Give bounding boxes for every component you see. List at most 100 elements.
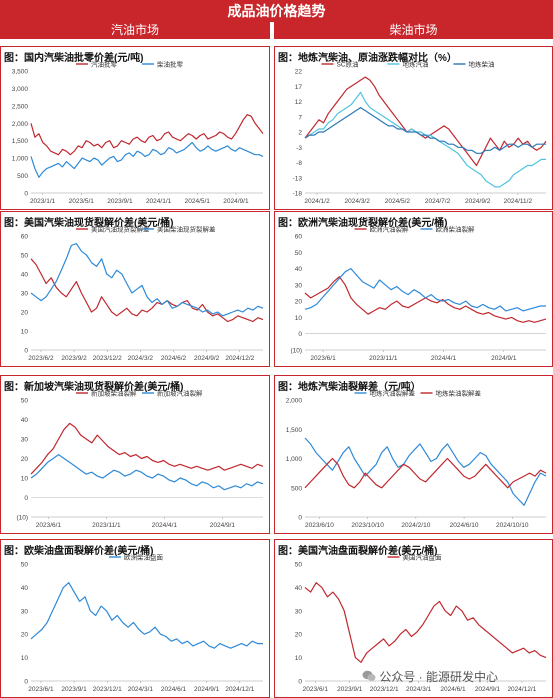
series-line	[30, 453, 264, 491]
legend-label: SC原油	[337, 60, 359, 69]
series-line	[304, 76, 547, 167]
chart-domestic-wholesale-retail: 0 500 1,000 1,500 2,000 2,500 3,000 3,500 2023/1…	[12, 60, 264, 205]
y-tick-label: 1,000	[286, 456, 303, 463]
x-tick-label: 2024/9/2	[465, 198, 491, 205]
y-tick-label: -8	[296, 160, 302, 167]
y-tick-label: 10	[295, 655, 303, 662]
watermark: 公众号 · 能源研发中心	[362, 668, 498, 685]
x-tick-label: 2024/4/1	[152, 522, 178, 529]
series-line	[304, 91, 546, 188]
y-tick-label: 0	[24, 191, 28, 198]
legend-label: 地炼柴油裂解差	[436, 389, 482, 398]
y-tick-label: 7	[298, 114, 302, 121]
series-line	[30, 582, 263, 649]
legend-label: 地炼汽油裂解差	[370, 389, 416, 398]
chart-europe-diesel-futures-crack: 0 10 20 30 40 50 2023/6/1 2023/9/1 2023/12/1 2024…	[21, 553, 263, 693]
legend-label: 汽油批零	[91, 60, 118, 69]
series-line	[304, 276, 547, 323]
x-tick-label: 2023/5/1	[69, 198, 95, 205]
y-tick-label: (10)	[290, 348, 302, 355]
x-tick-label: 2024/3/1	[128, 686, 154, 693]
x-tick-label: 2024/9/1	[210, 522, 236, 529]
legend-label: 柴油批零	[157, 60, 184, 69]
wechat-icon	[362, 670, 376, 681]
chart-price-change-comparison: -18 -13 -8 -3 2 7 12 17 22 2024/1/2 2024/3/2 2024/5…	[293, 60, 547, 205]
chart-panel-singapore-spot-crack: 图：新加坡汽柴油现货裂解价差(美元/桶) (10) 0 10 20 30 40 50 2023…	[0, 375, 270, 534]
y-tick-label: 50	[21, 253, 29, 260]
chart-title: 图：地炼汽柴油裂解差（元/吨）	[278, 382, 421, 393]
y-tick-label: 60	[295, 234, 303, 241]
x-tick-label: 2024/1/1	[146, 198, 172, 205]
y-tick-label: 20	[295, 299, 303, 306]
y-tick-label: -13	[293, 175, 303, 182]
chart-panel-europe-diesel-futures-crack: 图：欧柴油盘面裂解价差(美元/桶) 0 10 20 30 40 50 2023/6/1 202…	[0, 539, 270, 698]
chart-title: 图：美国汽油盘面裂解价差(美元/桶)	[278, 546, 438, 557]
y-tick-label: 30	[295, 282, 303, 289]
x-tick-label: 2024/9/2	[194, 355, 220, 362]
x-tick-label: 2023/6/1	[303, 686, 329, 693]
series-line	[304, 457, 547, 489]
y-tick-label: 40	[295, 585, 303, 592]
chart-panel-price-change-comparison: 图：地炼汽柴油、原油涨跌幅对比（%） -18 -13 -8 -3 2 7 12 17 22 202…	[274, 46, 553, 210]
x-tick-label: 2024/7/2	[425, 198, 451, 205]
x-tick-label: 2023/10/10	[351, 522, 384, 529]
y-tick-label: 20	[295, 632, 303, 639]
y-tick-label: 20	[21, 310, 29, 317]
page-title: 成品油价格趋势	[0, 0, 553, 22]
y-tick-label: 1,500	[12, 138, 29, 145]
x-tick-label: 2023/11/1	[369, 355, 398, 362]
y-tick-label: 3,000	[12, 86, 29, 93]
x-tick-label: 2024/3/1	[406, 686, 432, 693]
x-tick-label: 2024/5/2	[385, 198, 411, 205]
y-tick-label: 40	[21, 417, 29, 424]
diesel-section-header: 柴油市场	[274, 22, 553, 39]
x-tick-label: 2024/6/10	[450, 522, 479, 529]
y-tick-label: 30	[295, 608, 303, 615]
y-tick-label: 0	[24, 679, 28, 686]
x-tick-label: 2023/12/1	[370, 686, 399, 693]
legend-label: 美国柴油现货裂解差	[157, 225, 216, 234]
x-tick-label: 2023/9/1	[107, 198, 133, 205]
y-tick-label: 10	[295, 315, 303, 322]
y-tick-label: 10	[21, 476, 29, 483]
chart-singapore-spot-crack: (10) 0 10 20 30 40 50 2023/6/1 2023/11/1 2024/4/1…	[16, 389, 264, 529]
x-tick-label: 2024/2/10	[401, 522, 430, 529]
x-tick-label: 2023/6/1	[310, 355, 336, 362]
x-tick-label: 2023/12/1	[93, 686, 122, 693]
y-tick-label: 20	[21, 456, 29, 463]
x-tick-label: 2024/12/2	[225, 355, 254, 362]
x-tick-label: 2024/6/1	[161, 686, 187, 693]
y-tick-label: 0	[24, 348, 28, 355]
legend-label: 美国汽油盘面	[403, 553, 443, 562]
y-tick-label: 50	[295, 250, 303, 257]
y-tick-label: 1,500	[286, 427, 303, 434]
y-tick-label: 3,500	[12, 69, 29, 76]
legend-label: 地炼汽油	[403, 60, 429, 69]
legend-label: 欧洲汽油裂解	[370, 225, 410, 234]
y-tick-label: 50	[21, 562, 29, 569]
y-tick-label: 2	[298, 130, 302, 137]
legend-label: 美国汽油现货裂解差	[91, 225, 150, 234]
legend-label: 欧洲柴油盘面	[124, 553, 164, 562]
series-line	[30, 243, 264, 317]
y-tick-label: -3	[296, 145, 302, 152]
x-tick-label: 2023/9/2	[61, 355, 87, 362]
chart-panel-us-spot-crack: 图：美国汽柴油现货裂解价差(美元/桶) 0 10 20 30 40 50 60 2023/6/…	[0, 211, 270, 367]
chart-panel-local-refinery-crack: 图：地炼汽柴油裂解差（元/吨） 0 500 1,000 1,500 2,000 2023/…	[274, 375, 553, 534]
y-tick-label: 500	[291, 485, 302, 492]
x-tick-label: 2024/12/1	[507, 686, 536, 693]
x-tick-label: 2024/9/1	[194, 686, 220, 693]
y-tick-label: 40	[295, 266, 303, 273]
x-tick-label: 2024/11/2	[504, 198, 533, 205]
y-tick-label: 10	[21, 655, 29, 662]
series-line	[304, 267, 546, 312]
y-tick-label: 0	[298, 679, 302, 686]
legend-label: 新加坡柴油裂解	[91, 389, 137, 398]
y-tick-label: 0	[298, 331, 302, 338]
x-tick-label: 2024/3/2	[128, 355, 154, 362]
y-tick-label: 30	[21, 291, 29, 298]
y-tick-label: 12	[295, 99, 303, 106]
chart-title: 图：新加坡汽柴油现货裂解价差(美元/桶)	[4, 382, 184, 393]
y-tick-label: 40	[21, 585, 29, 592]
chart-title: 图：地炼汽柴油、原油涨跌幅对比（%）	[278, 53, 457, 64]
